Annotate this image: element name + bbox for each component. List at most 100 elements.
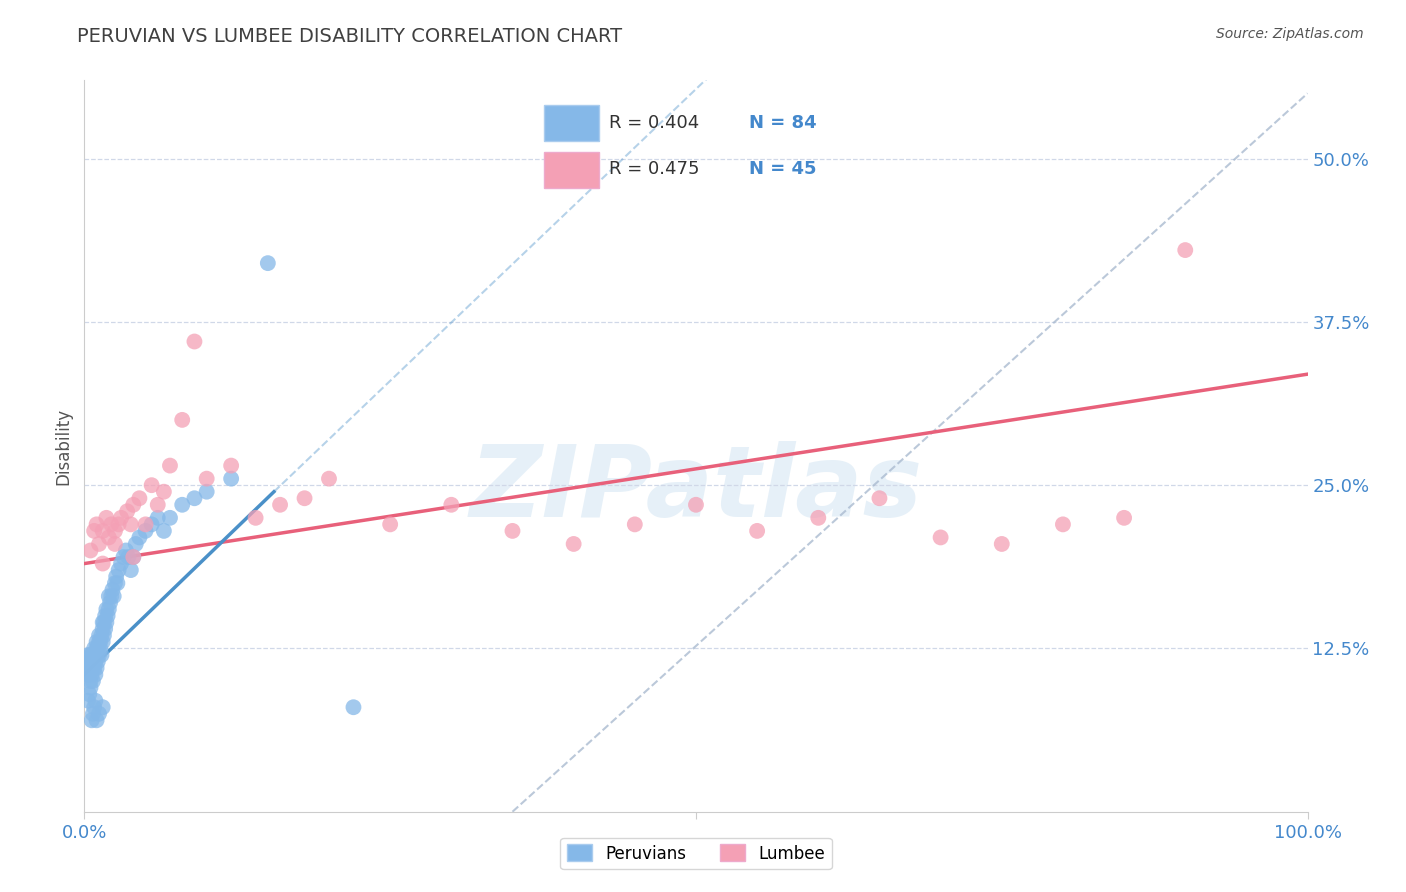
Point [141,478,163,492]
Point [83,700,105,714]
Point [89,635,111,649]
Point [380,517,402,532]
Point [90,648,112,662]
Point [1114,511,1136,525]
Point [146,498,169,512]
Point [96,602,118,616]
Point [96,511,118,525]
Point [122,549,145,564]
Point [128,530,150,544]
Point [807,511,830,525]
Point [97,530,120,544]
Point [79,661,101,675]
Point [502,524,524,538]
Point [159,458,181,473]
Point [159,511,181,525]
Point [87,648,110,662]
Point [80,667,103,681]
Point [93,628,115,642]
Point [104,576,127,591]
Point [105,576,128,591]
Point [1174,243,1197,257]
Point [83,524,105,538]
Point [97,589,120,603]
Point [104,524,127,538]
Point [80,648,103,662]
Point [991,537,1014,551]
Point [94,608,117,623]
Point [318,472,340,486]
Point [195,484,218,499]
Point [195,472,218,486]
Point [100,589,122,603]
Point [87,537,110,551]
Point [84,648,107,662]
Point [87,628,110,642]
Point [79,681,101,695]
Point [86,714,108,728]
Point [245,511,267,525]
Point [91,622,114,636]
Point [86,517,108,532]
Point [117,549,139,564]
Point [77,667,100,681]
Point [77,661,100,675]
Point [83,641,105,656]
Point [1052,517,1074,532]
Point [869,491,891,506]
Point [172,498,194,512]
Point [79,674,101,689]
Point [100,517,122,532]
Point [257,256,280,270]
Point [269,498,291,512]
Point [82,655,104,669]
Text: ZIPatlas: ZIPatlas [470,442,922,539]
Point [97,602,120,616]
Point [86,641,108,656]
Point [153,484,176,499]
Point [82,674,104,689]
Point [80,655,103,669]
Point [83,661,105,675]
Point [929,530,952,544]
Point [110,557,132,571]
Point [80,714,103,728]
Point [120,517,142,532]
Point [115,543,138,558]
Point [110,511,132,525]
Point [79,543,101,558]
Point [93,615,115,630]
Point [82,648,104,662]
Point [91,700,114,714]
Point [101,582,124,597]
Point [87,655,110,669]
Point [86,635,108,649]
Point [105,569,128,583]
Point [84,694,107,708]
Point [153,524,176,538]
Point [122,498,145,512]
Legend: Peruvians, Lumbee: Peruvians, Lumbee [561,838,831,869]
Point [141,517,163,532]
Point [107,517,129,532]
Point [91,635,114,649]
Point [86,661,108,675]
Text: PERUVIAN VS LUMBEE DISABILITY CORRELATION CHART: PERUVIAN VS LUMBEE DISABILITY CORRELATIO… [77,27,623,45]
Point [135,524,157,538]
Point [107,563,129,577]
Point [562,537,585,551]
Point [77,661,100,675]
Point [91,615,114,630]
Y-axis label: Disability: Disability [55,408,73,484]
Point [146,511,169,525]
Point [342,700,364,714]
Point [183,491,205,506]
Point [87,641,110,656]
Point [624,517,647,532]
Point [79,655,101,669]
Point [76,667,98,681]
Point [94,622,117,636]
Point [115,504,138,518]
Point [112,549,135,564]
Point [128,491,150,506]
